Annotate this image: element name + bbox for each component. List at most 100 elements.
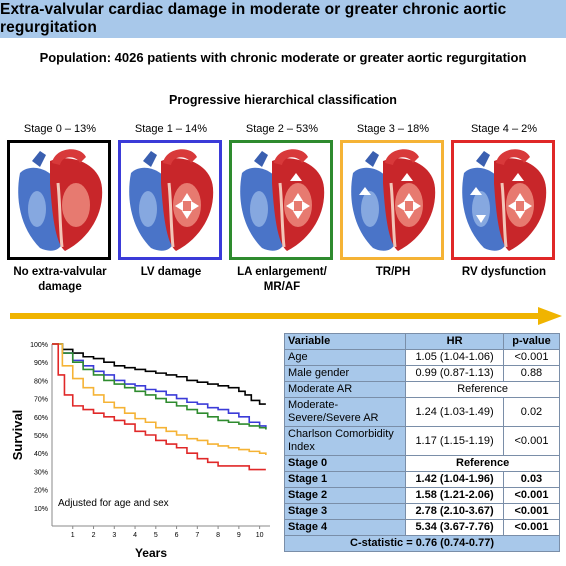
y-tick-label: 50%	[34, 433, 48, 440]
stage-0-panel: Stage 0 – 13% No extra-valvular damage	[7, 122, 113, 295]
y-tick-label: 20%	[34, 488, 48, 495]
x-tick-label: 4	[133, 532, 137, 539]
classification-heading: Progressive hierarchical classification	[169, 93, 397, 107]
x-axis-label: Years	[135, 546, 167, 560]
row-hr: 5.34 (3.67-7.76)	[405, 519, 504, 536]
stage-2-panel: Stage 2 – 53% LA enlargement/ MR/AF	[229, 122, 335, 295]
table-row: Stage 1 1.42 (1.04-1.96) 0.03	[283, 471, 561, 488]
stage-3-label: Stage 3 – 18%	[356, 123, 430, 135]
heart-illustration-icon	[232, 143, 330, 257]
row-reference: Reference	[405, 455, 560, 472]
row-variable: Stage 0	[283, 455, 407, 472]
x-tick-label: 10	[256, 532, 264, 539]
x-tick-label: 8	[216, 532, 220, 539]
stage-2-caption: LA enlargement/ MR/AF	[237, 266, 327, 293]
survival-curve-stage-1	[52, 343, 267, 430]
table-row: Moderate-Severe/Severe AR 1.24 (1.03-1.4…	[283, 397, 561, 427]
stage-2-heart-image	[229, 140, 333, 260]
row-variable: Moderate AR	[283, 381, 407, 398]
x-tick-label: 9	[237, 532, 241, 539]
row-variable: Stage 4	[283, 519, 407, 536]
row-hr: 1.58 (1.21-2.06)	[405, 487, 504, 504]
y-axis-label: Survival	[10, 410, 25, 461]
row-pvalue: 0.88	[502, 365, 561, 382]
c-statistic: C-statistic = 0.76 (0.74-0.77)	[284, 535, 560, 552]
row-pvalue: <0.001	[502, 503, 561, 520]
row-variable: Stage 3	[283, 503, 407, 520]
table-row: Stage 4 5.34 (3.67-7.76) <0.001	[283, 519, 561, 536]
arrow-shaft	[10, 313, 540, 319]
chart-annotation: Adjusted for age and sex	[58, 498, 169, 509]
stage-4-caption: RV dysfunction	[461, 266, 547, 278]
header-pvalue: p-value	[502, 333, 561, 350]
y-tick-label: 70%	[34, 397, 48, 404]
row-pvalue: <0.001	[502, 519, 561, 536]
x-tick-label: 7	[195, 532, 199, 539]
heart-illustration-icon	[121, 143, 219, 257]
x-tick-label: 1	[71, 532, 75, 539]
figure-title: Extra-valvular cardiac damage in moderat…	[0, 0, 566, 38]
y-tick-label: 80%	[34, 378, 48, 385]
stage-4-label: Stage 4 – 2%	[470, 123, 538, 135]
stage-3-caption: TR/PH	[375, 266, 411, 278]
table-row: Age 1.05 (1.04-1.06) <0.001	[283, 349, 561, 366]
table-header-row: Variable HR p-value	[283, 333, 561, 350]
table-row: Stage 0 Reference	[283, 455, 560, 472]
stage-0-caption: No extra-valvular damage	[13, 266, 107, 293]
row-hr: 0.99 (0.87-1.13)	[405, 365, 504, 382]
x-tick-label: 3	[112, 532, 116, 539]
y-tick-label: 10%	[34, 506, 48, 513]
stage-0-label: Stage 0 – 13%	[23, 123, 97, 135]
stage-2-label: Stage 2 – 53%	[245, 123, 319, 135]
table-row: Charlson Comorbidity Index 1.17 (1.15-1.…	[283, 426, 561, 456]
heart-illustration-icon	[10, 143, 108, 257]
arrow-head-icon	[538, 307, 562, 325]
row-variable: Stage 1	[283, 471, 407, 488]
row-pvalue: <0.001	[502, 487, 561, 504]
survival-curve-stage-3	[52, 343, 267, 456]
row-pvalue: 0.02	[502, 397, 561, 427]
y-tick-label: 60%	[34, 415, 48, 422]
y-tick-label: 40%	[34, 451, 48, 458]
heart-illustration-icon	[343, 143, 441, 257]
row-hr: 2.78 (2.10-3.67)	[405, 503, 504, 520]
row-variable: Moderate-Severe/Severe AR	[283, 397, 407, 427]
row-hr: 1.17 (1.15-1.19)	[405, 426, 504, 456]
stage-1-caption: LV damage	[140, 266, 202, 278]
stage-4-heart-image	[451, 140, 555, 260]
stage-3-heart-image	[340, 140, 444, 260]
stage-1-label: Stage 1 – 14%	[134, 123, 208, 135]
table-row: Stage 3 2.78 (2.10-3.67) <0.001	[283, 503, 561, 520]
survival-chart: 10% 20% 30% 40% 50% 60% 70% 80% 90% 100% 1 2 3 4 5 6 7 8 9…	[10, 342, 270, 560]
header-variable: Variable	[283, 333, 407, 350]
heart-illustration-icon	[454, 143, 552, 257]
stage-1-heart-image	[118, 140, 222, 260]
progression-arrow	[10, 306, 562, 326]
header-hr: HR	[405, 333, 504, 350]
stage-3-panel: Stage 3 – 18% TR/PH	[340, 122, 446, 280]
stage-0-heart-image	[7, 140, 111, 260]
y-tick-label: 30%	[34, 469, 48, 476]
stage-1-panel: Stage 1 – 14% LV damage	[118, 122, 224, 280]
row-pvalue: <0.001	[502, 349, 561, 366]
row-variable: Male gender	[283, 365, 407, 382]
hazard-ratio-table: Variable HR p-value Age 1.05 (1.04-1.06)…	[283, 333, 561, 552]
y-tick-label: 90%	[34, 360, 48, 367]
row-pvalue: 0.03	[502, 471, 561, 488]
row-variable: Age	[283, 349, 407, 366]
row-variable: Stage 2	[283, 487, 407, 504]
table-row: Male gender 0.99 (0.87-1.13) 0.88	[283, 365, 561, 382]
x-tick-label: 2	[92, 532, 96, 539]
row-hr: 1.05 (1.04-1.06)	[405, 349, 504, 366]
row-variable: Charlson Comorbidity Index	[283, 426, 407, 456]
survival-curve-stage-4	[52, 343, 266, 471]
survival-curve-stage-2	[52, 343, 267, 430]
x-tick-label: 6	[175, 532, 179, 539]
row-reference: Reference	[405, 381, 560, 398]
table-row: Moderate AR Reference	[283, 381, 560, 398]
population-text: Population: 4026 patients with chronic m…	[39, 50, 527, 65]
y-tick-label: 100%	[30, 342, 48, 349]
stage-4-panel: Stage 4 – 2% RV dysfunction	[451, 122, 557, 280]
table-row: Stage 2 1.58 (1.21-2.06) <0.001	[283, 487, 561, 504]
row-hr: 1.24 (1.03-1.49)	[405, 397, 504, 427]
